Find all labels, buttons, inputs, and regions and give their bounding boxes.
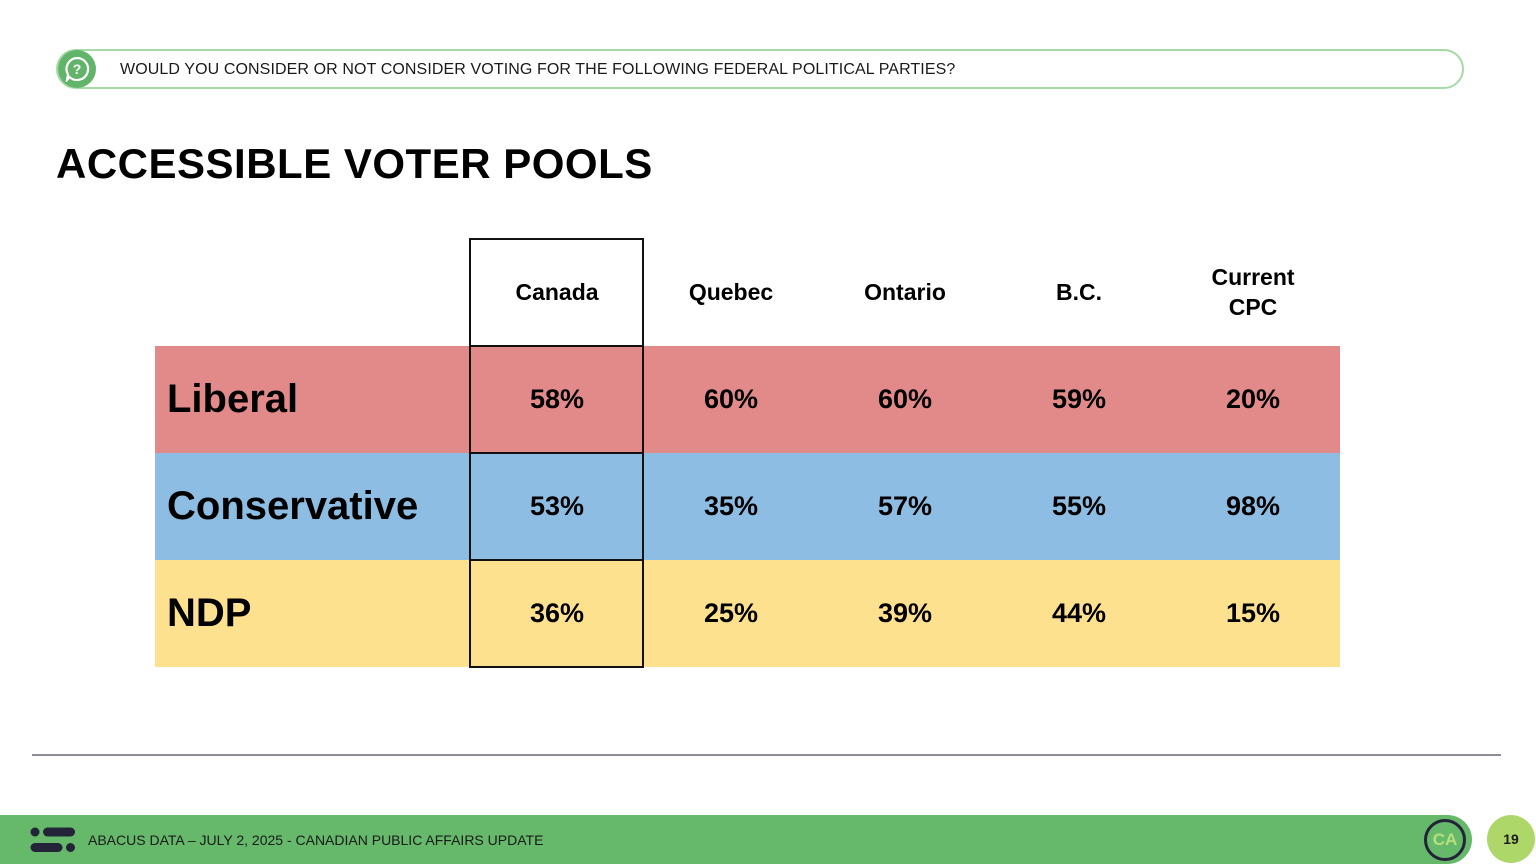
table-cell: 98%: [1225, 491, 1281, 521]
column-header-quebec: Quebec: [688, 279, 774, 305]
question-text: WOULD YOU CONSIDER OR NOT CONSIDER VOTIN…: [120, 61, 956, 78]
table-cell: 35%: [703, 491, 759, 521]
page-number: 19: [1487, 815, 1535, 863]
column-header-current-cpc: Current CPC: [1166, 238, 1340, 346]
table-row-ndp: NDP 36% 25% 39% 44% 15%: [155, 560, 1340, 667]
page-title: ACCESSIBLE VOTER POOLS: [56, 140, 653, 187]
table-cell: 60%: [703, 384, 759, 414]
table-cell: 55%: [1051, 491, 1107, 521]
abacus-logo-icon: [30, 827, 76, 853]
table-cell: 36%: [529, 598, 585, 628]
table-cell: 44%: [1051, 598, 1107, 628]
column-header-bc: B.C.: [1056, 279, 1102, 305]
table-cell: 39%: [877, 598, 933, 628]
column-header-ontario: Ontario: [864, 279, 946, 305]
row-label: NDP: [167, 591, 252, 635]
table-cell: 25%: [703, 598, 759, 628]
row-label: Liberal: [167, 377, 299, 421]
table-cell: 58%: [529, 384, 585, 414]
question-bubble-icon: ?: [58, 50, 96, 88]
footer-text: ABACUS DATA – JULY 2, 2025 - CANADIAN PU…: [88, 832, 544, 848]
row-label: Conservative: [167, 484, 419, 528]
column-header-line: Current: [1211, 264, 1295, 290]
table-cell: 15%: [1225, 598, 1281, 628]
voter-pools-table: Canada Quebec Ontario B.C. Current CPC L…: [155, 238, 1340, 668]
ca-badge-icon: CA: [1424, 819, 1466, 861]
table-cell: 59%: [1051, 384, 1107, 414]
highlight-divider: [469, 345, 644, 347]
svg-text:?: ?: [73, 61, 82, 77]
column-header-line: CPC: [1228, 294, 1278, 320]
highlight-divider: [469, 452, 644, 454]
table-row-conservative: Conservative 53% 35% 57% 55% 98%: [155, 453, 1340, 560]
table-cell: 57%: [877, 491, 933, 521]
highlight-divider: [469, 559, 644, 561]
footer-divider: [32, 754, 1501, 756]
question-bar: ? WOULD YOU CONSIDER OR NOT CONSIDER VOT…: [56, 49, 1464, 89]
column-header-canada: Canada: [515, 279, 599, 305]
table-cell: 60%: [877, 384, 933, 414]
table-cell: 20%: [1225, 384, 1281, 414]
footer-bar: ABACUS DATA – JULY 2, 2025 - CANADIAN PU…: [0, 815, 1472, 864]
table-row-liberal: Liberal 58% 60% 60% 59% 20%: [155, 346, 1340, 453]
table-cell: 53%: [529, 491, 585, 521]
